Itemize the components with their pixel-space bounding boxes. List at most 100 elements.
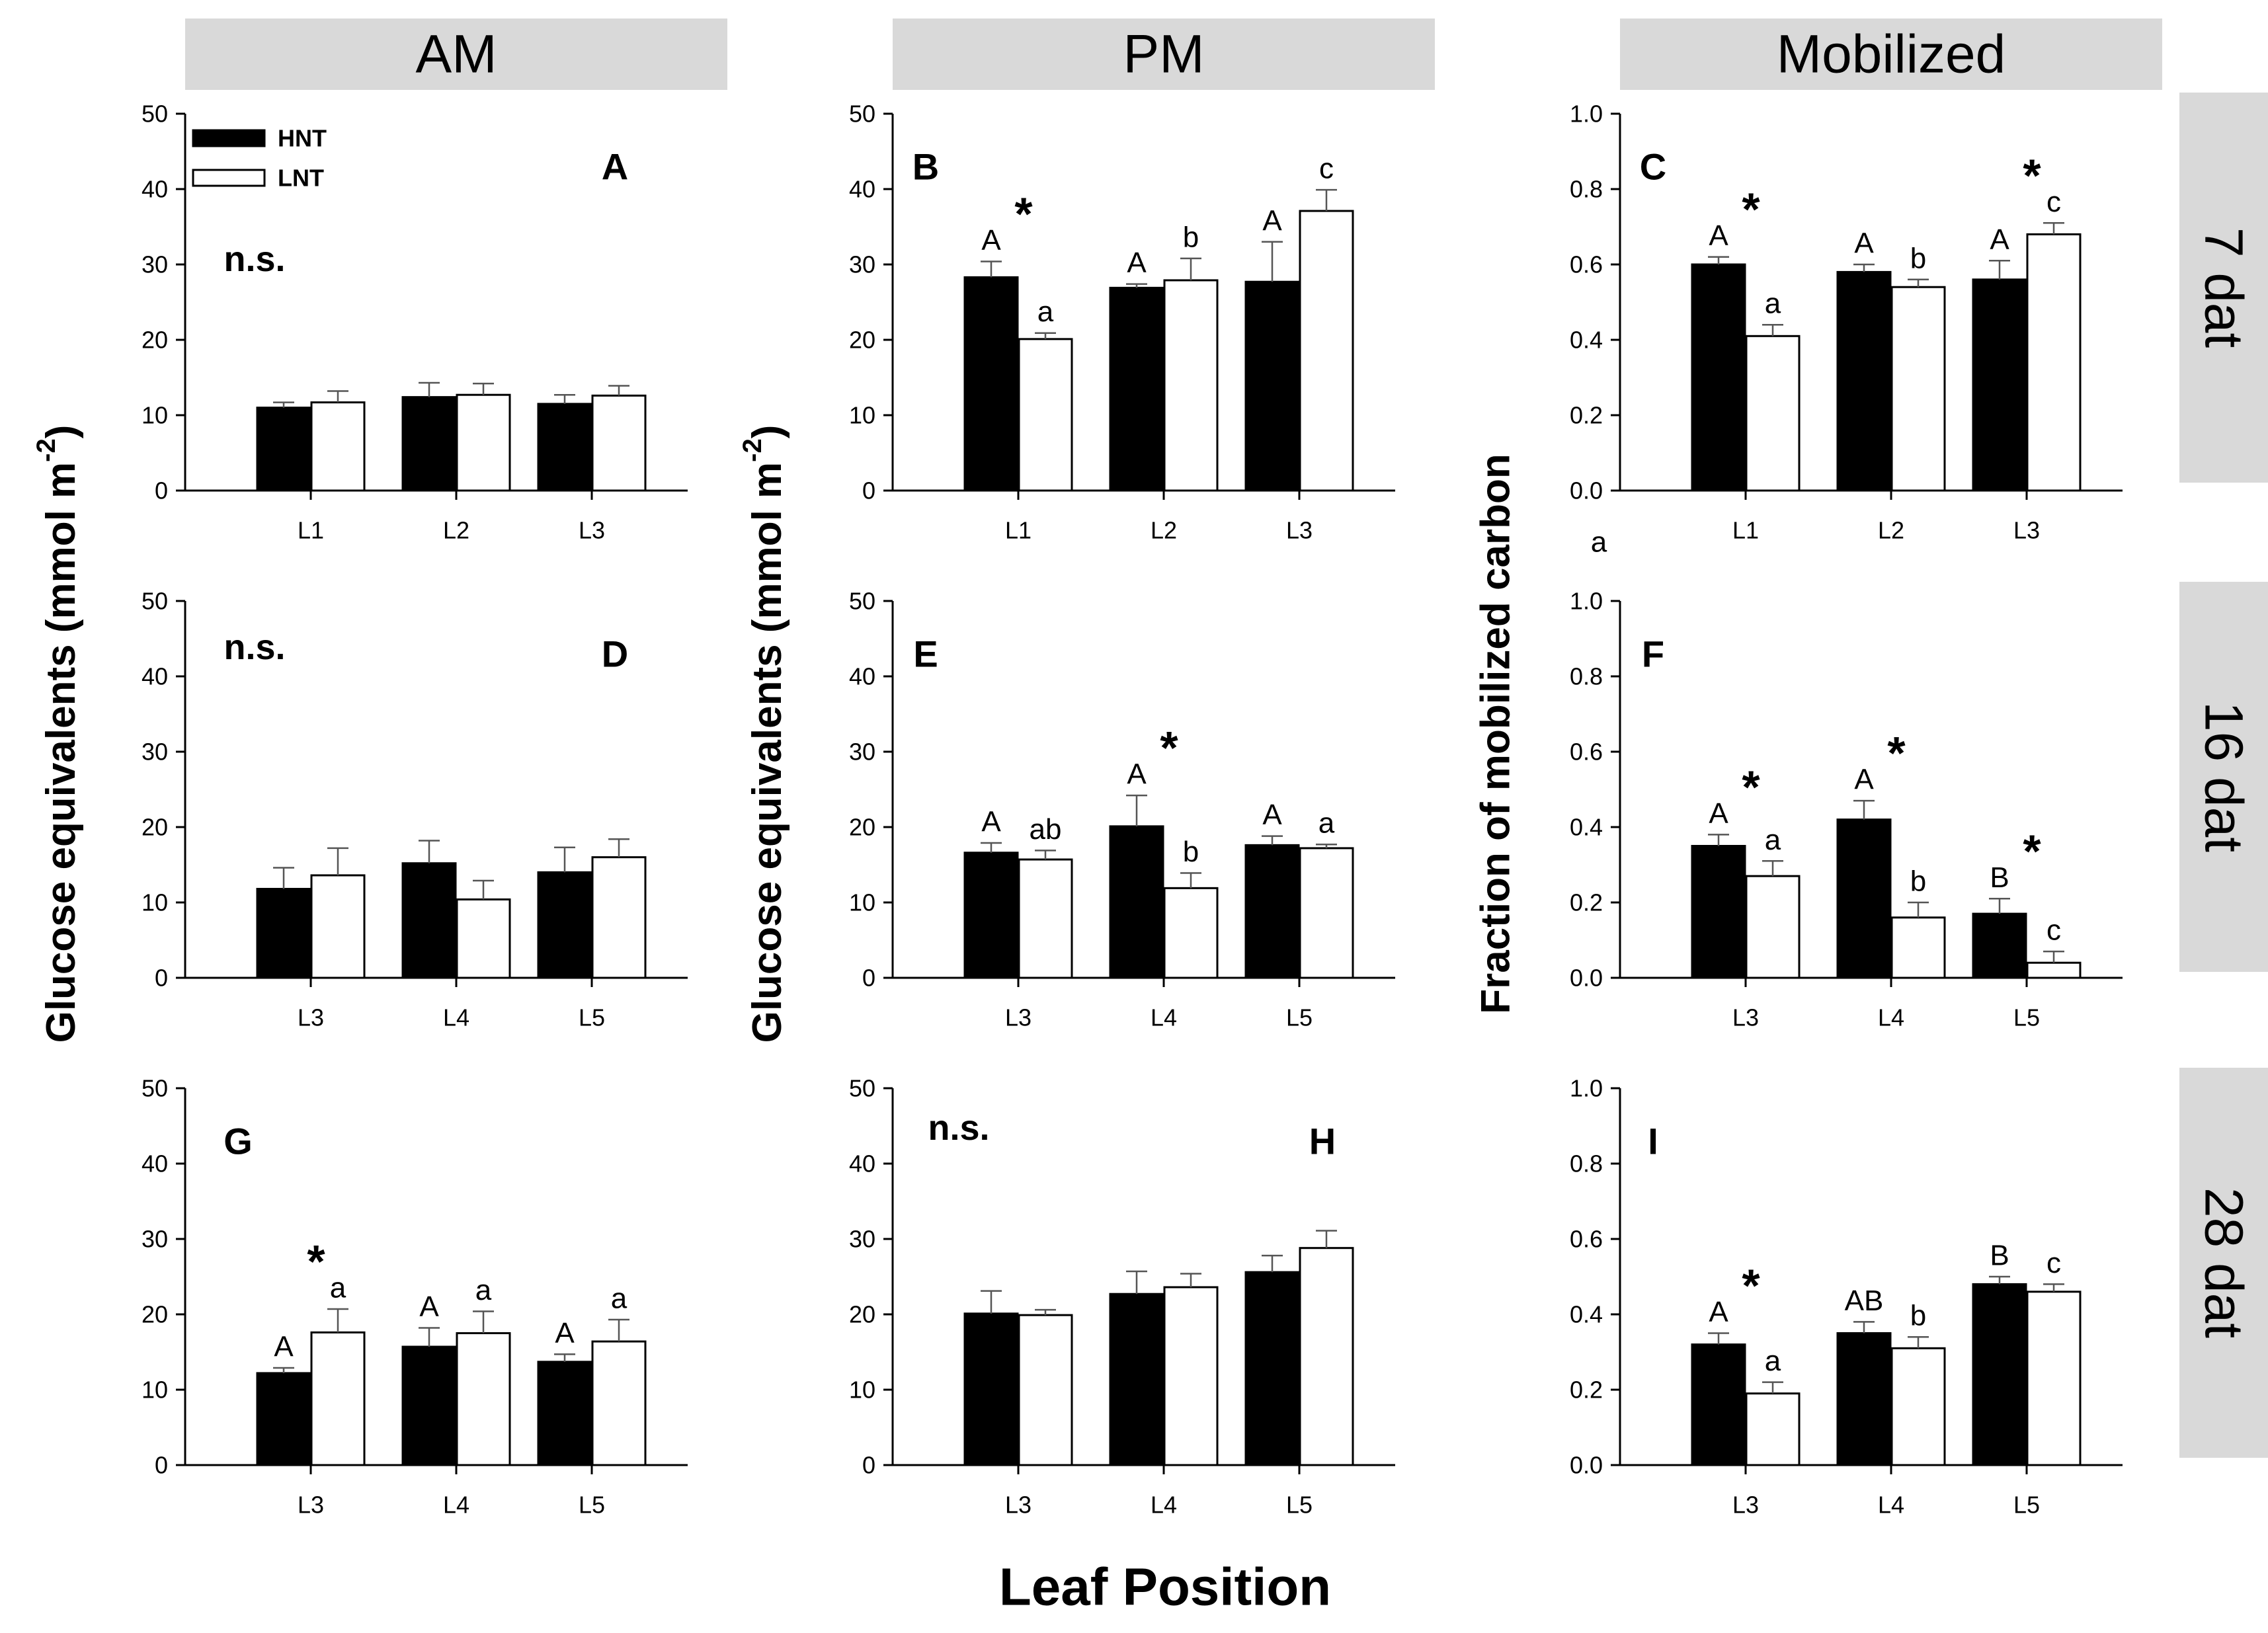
bar-b-lnt-l3 [1299, 210, 1354, 492]
bar-d-hnt-l3 [256, 887, 311, 979]
y-tick-label-g-1: 10 [142, 1376, 168, 1404]
category-label-i-1: L4 [1878, 1492, 1904, 1519]
y-tick-label-b-3: 30 [849, 251, 875, 278]
bar-g-lnt-l5 [591, 1340, 647, 1466]
y-tick-label-d-4: 40 [142, 663, 168, 690]
bar-i-lnt-l3 [1745, 1392, 1801, 1466]
significance-star-f-l4: * [1887, 727, 1906, 779]
y-tick-label-d-3: 30 [142, 738, 168, 766]
row-header-16dat-bg [2179, 582, 2268, 972]
bar-i-hnt-l4 [1836, 1332, 1892, 1466]
y-tick-label-d-2: 20 [142, 814, 168, 841]
category-label-a-2: L3 [579, 517, 605, 544]
category-label-g-0: L3 [298, 1492, 324, 1519]
category-label-i-2: L5 [2013, 1492, 2040, 1519]
significance-star-c-l3: * [2023, 149, 2041, 201]
bar-d-hnt-l5 [537, 871, 592, 979]
sig-letter-b-lnt-l1: a [1037, 296, 1054, 328]
category-label-f-2: L5 [2013, 1004, 2040, 1031]
y-tick-label-i-5: 1.0 [1570, 1075, 1603, 1102]
sig-letter-f-lnt-l3: a [1765, 824, 1781, 856]
bar-f-hnt-l5 [1972, 912, 2027, 979]
panel-b: 0 10 20 30 40 50 L1 L2 L3 A A Aa b c * B [849, 100, 1395, 544]
category-label-d-1: L4 [443, 1004, 469, 1031]
y-tick-label-h-1: 10 [849, 1376, 875, 1404]
panels: 0 10 20 30 40 50 L1 L2 L3 An.s. 0 10 20 30 40 50 L1 L2 L3 A… [142, 100, 2123, 1519]
significance-star-c-l1: * [1742, 184, 1760, 235]
category-label-f-1: L4 [1878, 1004, 1904, 1031]
sig-letter-f-lnt-l4: b [1910, 865, 1926, 898]
row-header-16dat-label: 16 dat [2194, 701, 2254, 852]
y-tick-label-c-5: 1.0 [1570, 100, 1603, 128]
category-label-c-2: L3 [2013, 517, 2040, 544]
category-label-b-2: L3 [1286, 517, 1313, 544]
bar-b-hnt-l3 [1244, 280, 1300, 492]
sig-letter-b-hnt-l2: A [1127, 247, 1147, 279]
y-tick-label-a-5: 50 [142, 100, 168, 128]
panel-letter-h: H [1309, 1121, 1336, 1162]
panel-letter-g: G [223, 1121, 253, 1162]
bar-c-lnt-l1 [1745, 335, 1801, 492]
bar-e-hnt-l3 [963, 852, 1019, 979]
bar-a-hnt-l3 [537, 403, 592, 492]
bar-c-hnt-l1 [1691, 263, 1746, 492]
row-header-16dat: 16 dat [2179, 582, 2268, 972]
y-tick-label-b-4: 40 [849, 176, 875, 203]
sig-letter-e-lnt-l3: ab [1030, 813, 1062, 846]
y-tick-label-f-0: 0.0 [1570, 965, 1603, 992]
category-label-c-0: L1 [1732, 517, 1759, 544]
column-header-pm-label: PM [1123, 24, 1205, 85]
category-label-h-2: L5 [1286, 1492, 1313, 1519]
sig-letter-e-lnt-l5: a [1318, 807, 1335, 840]
y-tick-label-c-0: 0.0 [1570, 477, 1603, 504]
column-header-am: AM [185, 19, 727, 90]
sig-letter-g-hnt-l5: A [555, 1317, 575, 1349]
legend-lnt-swatch [192, 169, 266, 187]
sig-letter-i-lnt-l4: b [1910, 1300, 1926, 1332]
bar-b-hnt-l1 [963, 276, 1019, 492]
sig-letter-g-hnt-l4: A [419, 1291, 439, 1323]
column-header-am-bg [185, 19, 727, 90]
y-tick-label-e-1: 10 [849, 889, 875, 916]
bar-b-lnt-l2 [1163, 279, 1219, 492]
y-tick-label-c-4: 0.8 [1570, 176, 1603, 203]
bar-h-hnt-l5 [1244, 1271, 1300, 1466]
sig-letter-c-lnt-l3: c [2046, 186, 2061, 218]
sig-letter-g-lnt-l5: a [611, 1282, 628, 1314]
sig-letter-c-hnt-l1: A [1709, 219, 1728, 252]
column-header-mobilized-label: Mobilized [1777, 24, 2005, 85]
bar-c-hnt-l2 [1836, 270, 1892, 492]
y-tick-label-f-3: 0.6 [1570, 738, 1603, 766]
category-label-h-1: L4 [1151, 1492, 1177, 1519]
bar-e-lnt-l4 [1163, 887, 1219, 979]
bar-h-lnt-l4 [1163, 1286, 1219, 1466]
significance-star-e-l4: * [1160, 722, 1178, 774]
y-tick-label-a-2: 20 [142, 327, 168, 354]
y-tick-label-c-3: 0.6 [1570, 251, 1603, 278]
y-axis-title-pm: Glucose equivalents (mmol m-2) [738, 425, 790, 1043]
bar-a-lnt-l2 [456, 393, 511, 492]
panel-i: 0.0 0.2 0.4 0.6 0.8 1.0 L3 L4 L5 A AB Ba b c * I [1570, 1075, 2123, 1519]
panel-letter-c: C [1640, 146, 1666, 188]
sig-letter-c-lnt-l1: a [1765, 288, 1781, 320]
y-tick-label-b-2: 20 [849, 327, 875, 354]
row-header-28dat-label: 28 dat [2194, 1187, 2254, 1338]
y-tick-label-g-4: 40 [142, 1150, 168, 1177]
sig-letter-e-lnt-l4: b [1183, 836, 1199, 868]
y-tick-label-c-1: 0.2 [1570, 402, 1603, 429]
bar-g-lnt-l4 [456, 1332, 511, 1466]
bar-c-lnt-l2 [1890, 286, 1946, 492]
bar-e-lnt-l5 [1299, 847, 1354, 979]
panel-letter-i: I [1648, 1121, 1658, 1162]
stray-letter: a [1591, 526, 1607, 559]
sig-letter-e-hnt-l5: A [1262, 799, 1282, 831]
y-tick-label-d-0: 0 [155, 965, 168, 992]
y-tick-label-g-5: 50 [142, 1075, 168, 1102]
y-tick-label-b-1: 10 [849, 402, 875, 429]
sig-letter-f-hnt-l3: A [1709, 797, 1728, 830]
row-header-28dat-bg [2179, 1068, 2268, 1458]
significance-star-f-l3: * [1742, 761, 1760, 813]
bar-h-hnt-l3 [963, 1312, 1019, 1466]
bar-f-hnt-l3 [1691, 845, 1746, 979]
